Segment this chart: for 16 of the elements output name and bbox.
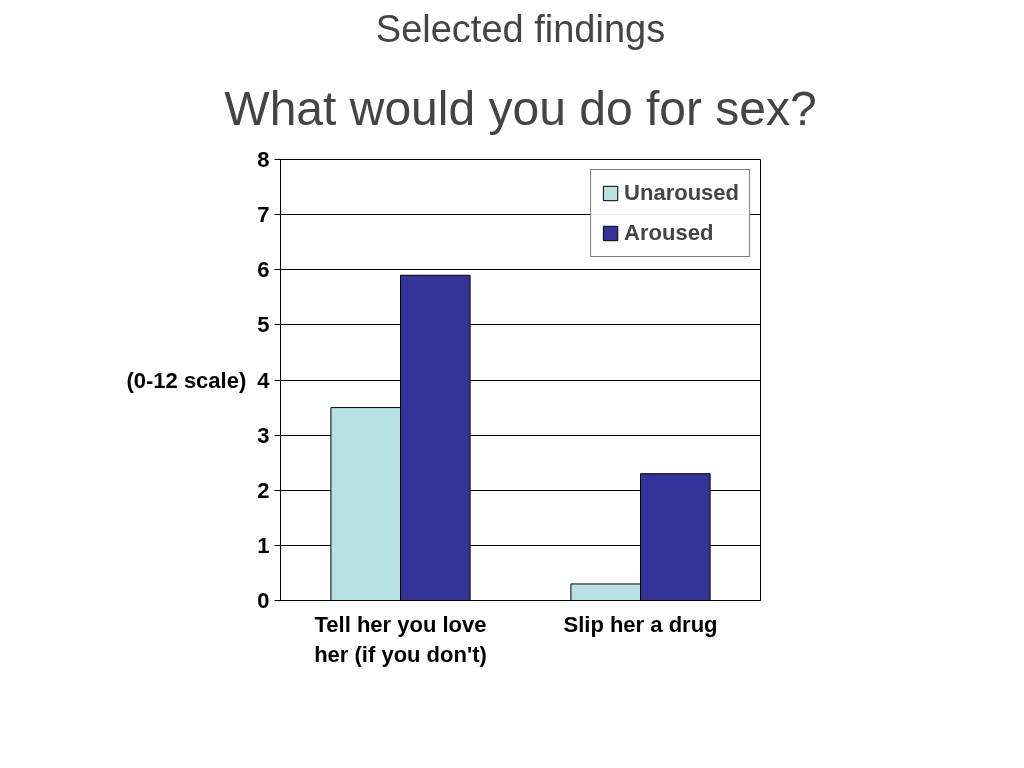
y-tick-label: 6 [257, 257, 270, 283]
y-tick-label: 1 [257, 532, 270, 558]
legend-label: Aroused [624, 220, 714, 246]
y-axis-title: (0-12 scale) [126, 367, 247, 393]
y-tick-label: 2 [257, 477, 270, 503]
y-tick-label: 7 [257, 202, 270, 228]
chart-subtitle: Selected findings [375, 7, 666, 50]
y-tick-label: 0 [257, 588, 270, 613]
x-tick-label: Tell her you love her (if you don't) [314, 611, 487, 667]
chart-title: What would you do for sex? [224, 81, 817, 135]
x-tick-label: Slip her a drug [563, 611, 718, 637]
y-tick-label: 8 [257, 147, 270, 172]
y-tick-label: 5 [257, 312, 270, 338]
legend-label: Unaroused [624, 180, 739, 206]
y-tick-label: 4 [257, 367, 271, 393]
y-tick-label: 3 [257, 422, 270, 448]
